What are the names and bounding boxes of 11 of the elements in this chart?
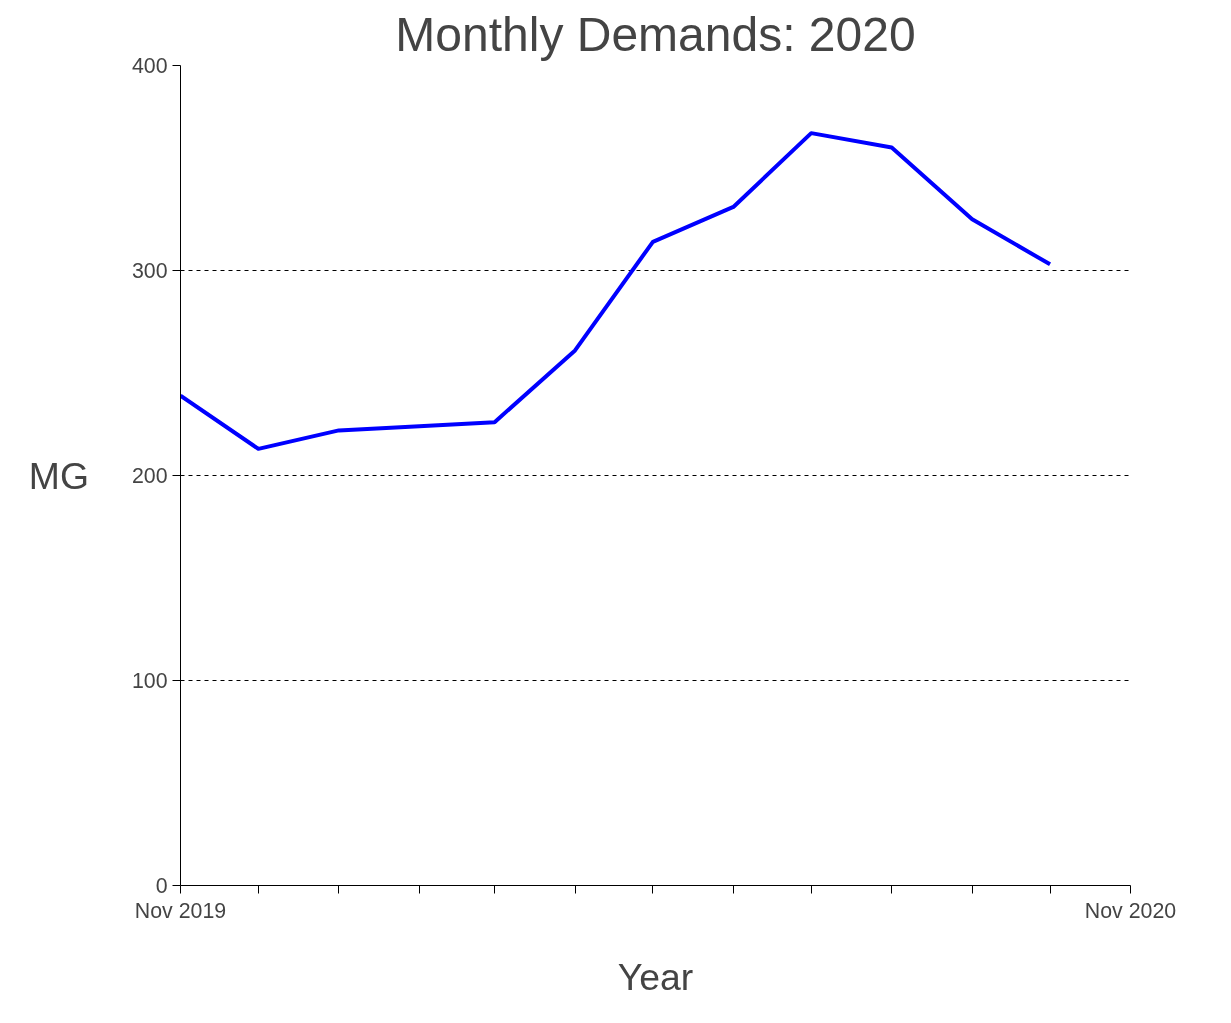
y-tick-label: 0	[155, 874, 168, 898]
x-tick-label: Nov 2019	[134, 898, 227, 923]
line-series	[180, 131, 1053, 451]
x-tick-label: Nov 2020	[1084, 898, 1177, 923]
y-tick-label: 100	[131, 669, 168, 693]
y-tick-label: 200	[131, 464, 168, 488]
chart-title: Monthly Demands: 2020	[395, 7, 916, 61]
x-axis-title: Year	[617, 955, 694, 998]
y-tick-label: 400	[131, 54, 168, 78]
y-tick-label: 300	[131, 259, 168, 283]
y-axis-title: MG	[28, 454, 89, 497]
